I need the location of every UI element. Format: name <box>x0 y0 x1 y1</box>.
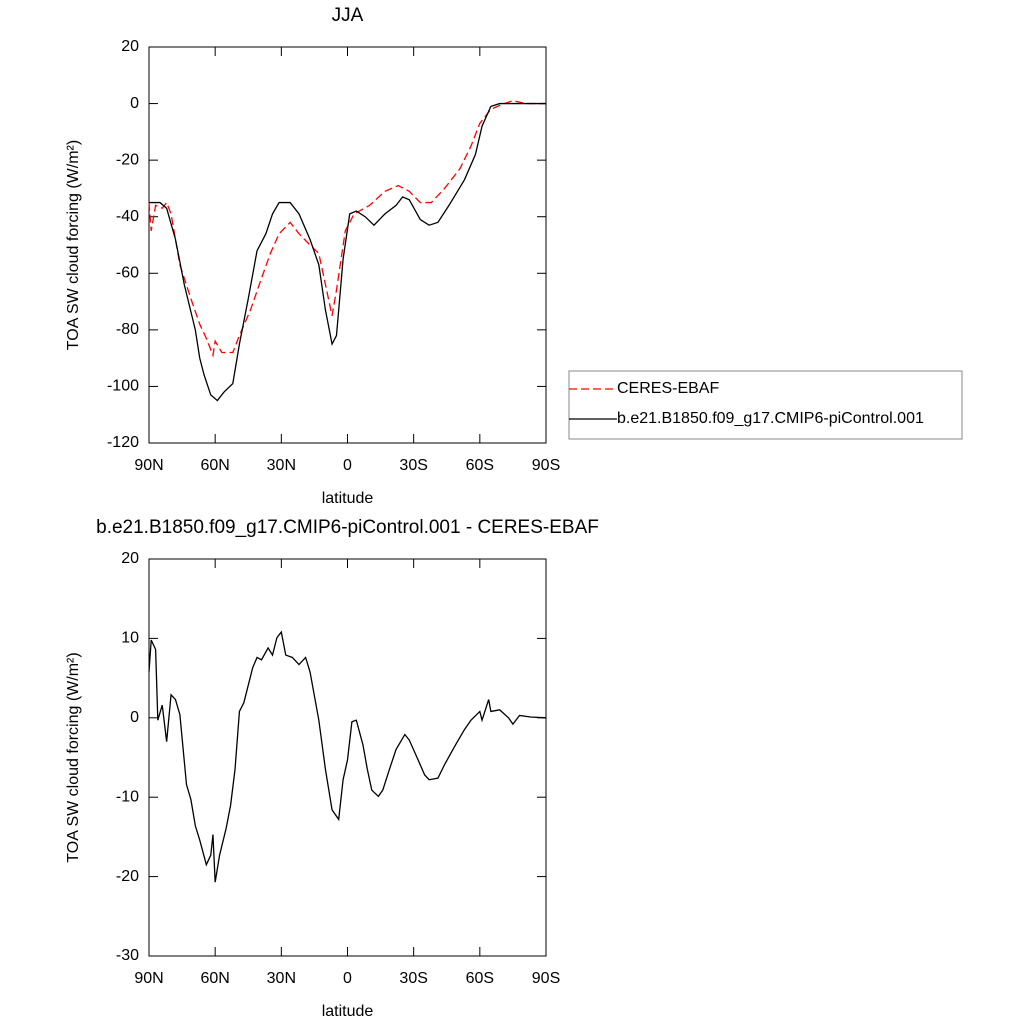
y-tick-label: -60 <box>116 265 139 282</box>
y-tick-label: -80 <box>116 321 139 338</box>
x-tick-label: 30N <box>267 457 296 474</box>
x-tick-label: 90N <box>134 457 163 474</box>
x-tick-label: 60S <box>466 457 494 474</box>
x-axis-label: latitude <box>322 1003 374 1020</box>
y-axis-label: TOA SW cloud forcing (W/m²) <box>65 652 82 862</box>
x-tick-label: 30S <box>399 457 427 474</box>
data-line <box>149 102 546 402</box>
y-axis-label: TOA SW cloud forcing (W/m²) <box>65 140 82 350</box>
data-line <box>148 100 546 358</box>
x-tick-label: 60S <box>466 970 494 987</box>
legend-box <box>568 370 963 440</box>
chart-title: b.e21.B1850.f09_g17.CMIP6-piControl.001 … <box>96 517 599 538</box>
x-tick-label: 30N <box>267 970 296 987</box>
y-tick-label: 20 <box>121 550 139 567</box>
x-tick-label: 90N <box>134 970 163 987</box>
chart-title: JJA <box>332 5 364 26</box>
y-tick-label: 0 <box>130 709 139 726</box>
x-tick-label: 30S <box>399 970 427 987</box>
x-tick-label: 60N <box>200 457 229 474</box>
x-axis-label: latitude <box>322 490 374 507</box>
x-tick-label: 90S <box>532 457 560 474</box>
x-tick-label: 0 <box>343 970 352 987</box>
legend-label: b.e21.B1850.f09_g17.CMIP6-piControl.001 <box>617 410 924 427</box>
y-tick-label: -40 <box>116 208 139 225</box>
y-tick-label: -10 <box>116 788 139 805</box>
y-tick-label: -30 <box>116 947 139 964</box>
y-tick-label: 10 <box>121 630 139 647</box>
legend-label: CERES-EBAF <box>617 380 719 397</box>
y-tick-label: -20 <box>116 151 139 168</box>
y-tick-label: -100 <box>107 378 139 395</box>
x-tick-label: 0 <box>343 457 352 474</box>
y-tick-label: 20 <box>121 38 139 55</box>
y-tick-label: 0 <box>130 95 139 112</box>
x-tick-label: 60N <box>200 970 229 987</box>
x-tick-label: 90S <box>532 970 560 987</box>
data-line <box>148 630 547 883</box>
plot-frame <box>148 46 547 444</box>
y-tick-label: -20 <box>116 868 139 885</box>
y-tick-label: -120 <box>107 434 139 451</box>
